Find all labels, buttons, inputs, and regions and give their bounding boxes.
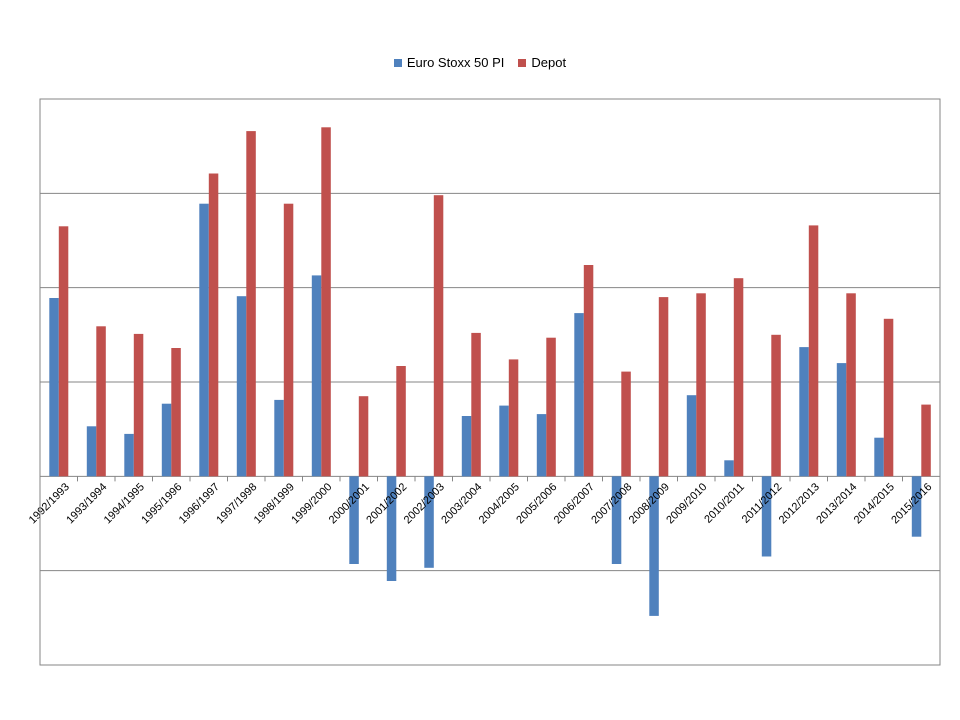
- bar-depot: [396, 366, 406, 477]
- legend-label-euro-stoxx: Euro Stoxx 50 PI: [406, 55, 505, 70]
- legend-label-depot: Depot: [531, 55, 567, 70]
- bar-depot: [96, 326, 106, 477]
- legend-swatch-depot: [518, 58, 527, 67]
- bar-depot: [546, 337, 556, 477]
- bar-depot: [171, 348, 181, 477]
- legend-item-euro-stoxx: Euro Stoxx 50 PI: [393, 55, 505, 70]
- bar-depot: [358, 396, 369, 477]
- legend: Euro Stoxx 50 PI Depot: [0, 55, 960, 70]
- bars: [49, 127, 931, 616]
- plot-area-frame: [39, 98, 941, 666]
- bar-depot: [883, 318, 894, 477]
- bar-euro-stoxx: [236, 296, 247, 477]
- bar-euro-stoxx: [161, 403, 172, 477]
- bar-euro-stoxx: [761, 476, 772, 557]
- bar-euro-stoxx: [536, 414, 547, 477]
- bar-euro-stoxx: [686, 395, 697, 477]
- bar-euro-stoxx: [86, 426, 97, 477]
- x-tick-label: 2009/2010: [664, 481, 709, 526]
- bar-euro-stoxx: [349, 476, 359, 564]
- bar-depot: [133, 333, 144, 477]
- bar-depot: [246, 131, 256, 477]
- bar-euro-stoxx: [311, 275, 322, 477]
- bar-euro-stoxx: [836, 363, 847, 477]
- bar-euro-stoxx: [424, 476, 434, 568]
- bar-depot: [658, 297, 669, 477]
- bar-depot: [283, 203, 294, 477]
- bar-depot: [58, 226, 69, 477]
- bar-euro-stoxx: [461, 416, 472, 477]
- bar-euro-stoxx: [499, 405, 509, 477]
- bar-euro-stoxx: [574, 313, 584, 477]
- legend-swatch-euro-stoxx: [393, 58, 402, 67]
- bar-depot: [696, 293, 706, 477]
- bar-euro-stoxx: [386, 476, 397, 581]
- bar-euro-stoxx: [874, 437, 884, 477]
- bar-depot: [846, 293, 856, 477]
- bar-depot: [621, 371, 631, 477]
- bar-depot: [433, 195, 444, 477]
- bar-euro-stoxx: [274, 399, 284, 477]
- bar-euro-stoxx: [611, 476, 622, 564]
- bar-depot: [733, 278, 744, 477]
- bar-depot: [208, 173, 219, 477]
- bar-euro-stoxx: [911, 476, 922, 537]
- bar-euro-stoxx: [799, 347, 809, 477]
- bar-euro-stoxx: [199, 203, 209, 477]
- bar-depot: [771, 334, 781, 477]
- bar-depot: [508, 359, 519, 477]
- bar-depot: [583, 265, 594, 477]
- bar-depot: [921, 404, 931, 477]
- legend-item-depot: Depot: [518, 55, 566, 70]
- bar-depot: [321, 127, 331, 477]
- bar-depot: [471, 332, 481, 477]
- bar-euro-stoxx: [49, 298, 59, 477]
- x-tick-labels: 1992/19931993/19941994/19951995/19961996…: [27, 481, 935, 526]
- bar-depot: [808, 225, 819, 477]
- bar-euro-stoxx: [124, 433, 134, 477]
- bar-euro-stoxx: [649, 476, 659, 616]
- bar-euro-stoxx: [724, 460, 734, 477]
